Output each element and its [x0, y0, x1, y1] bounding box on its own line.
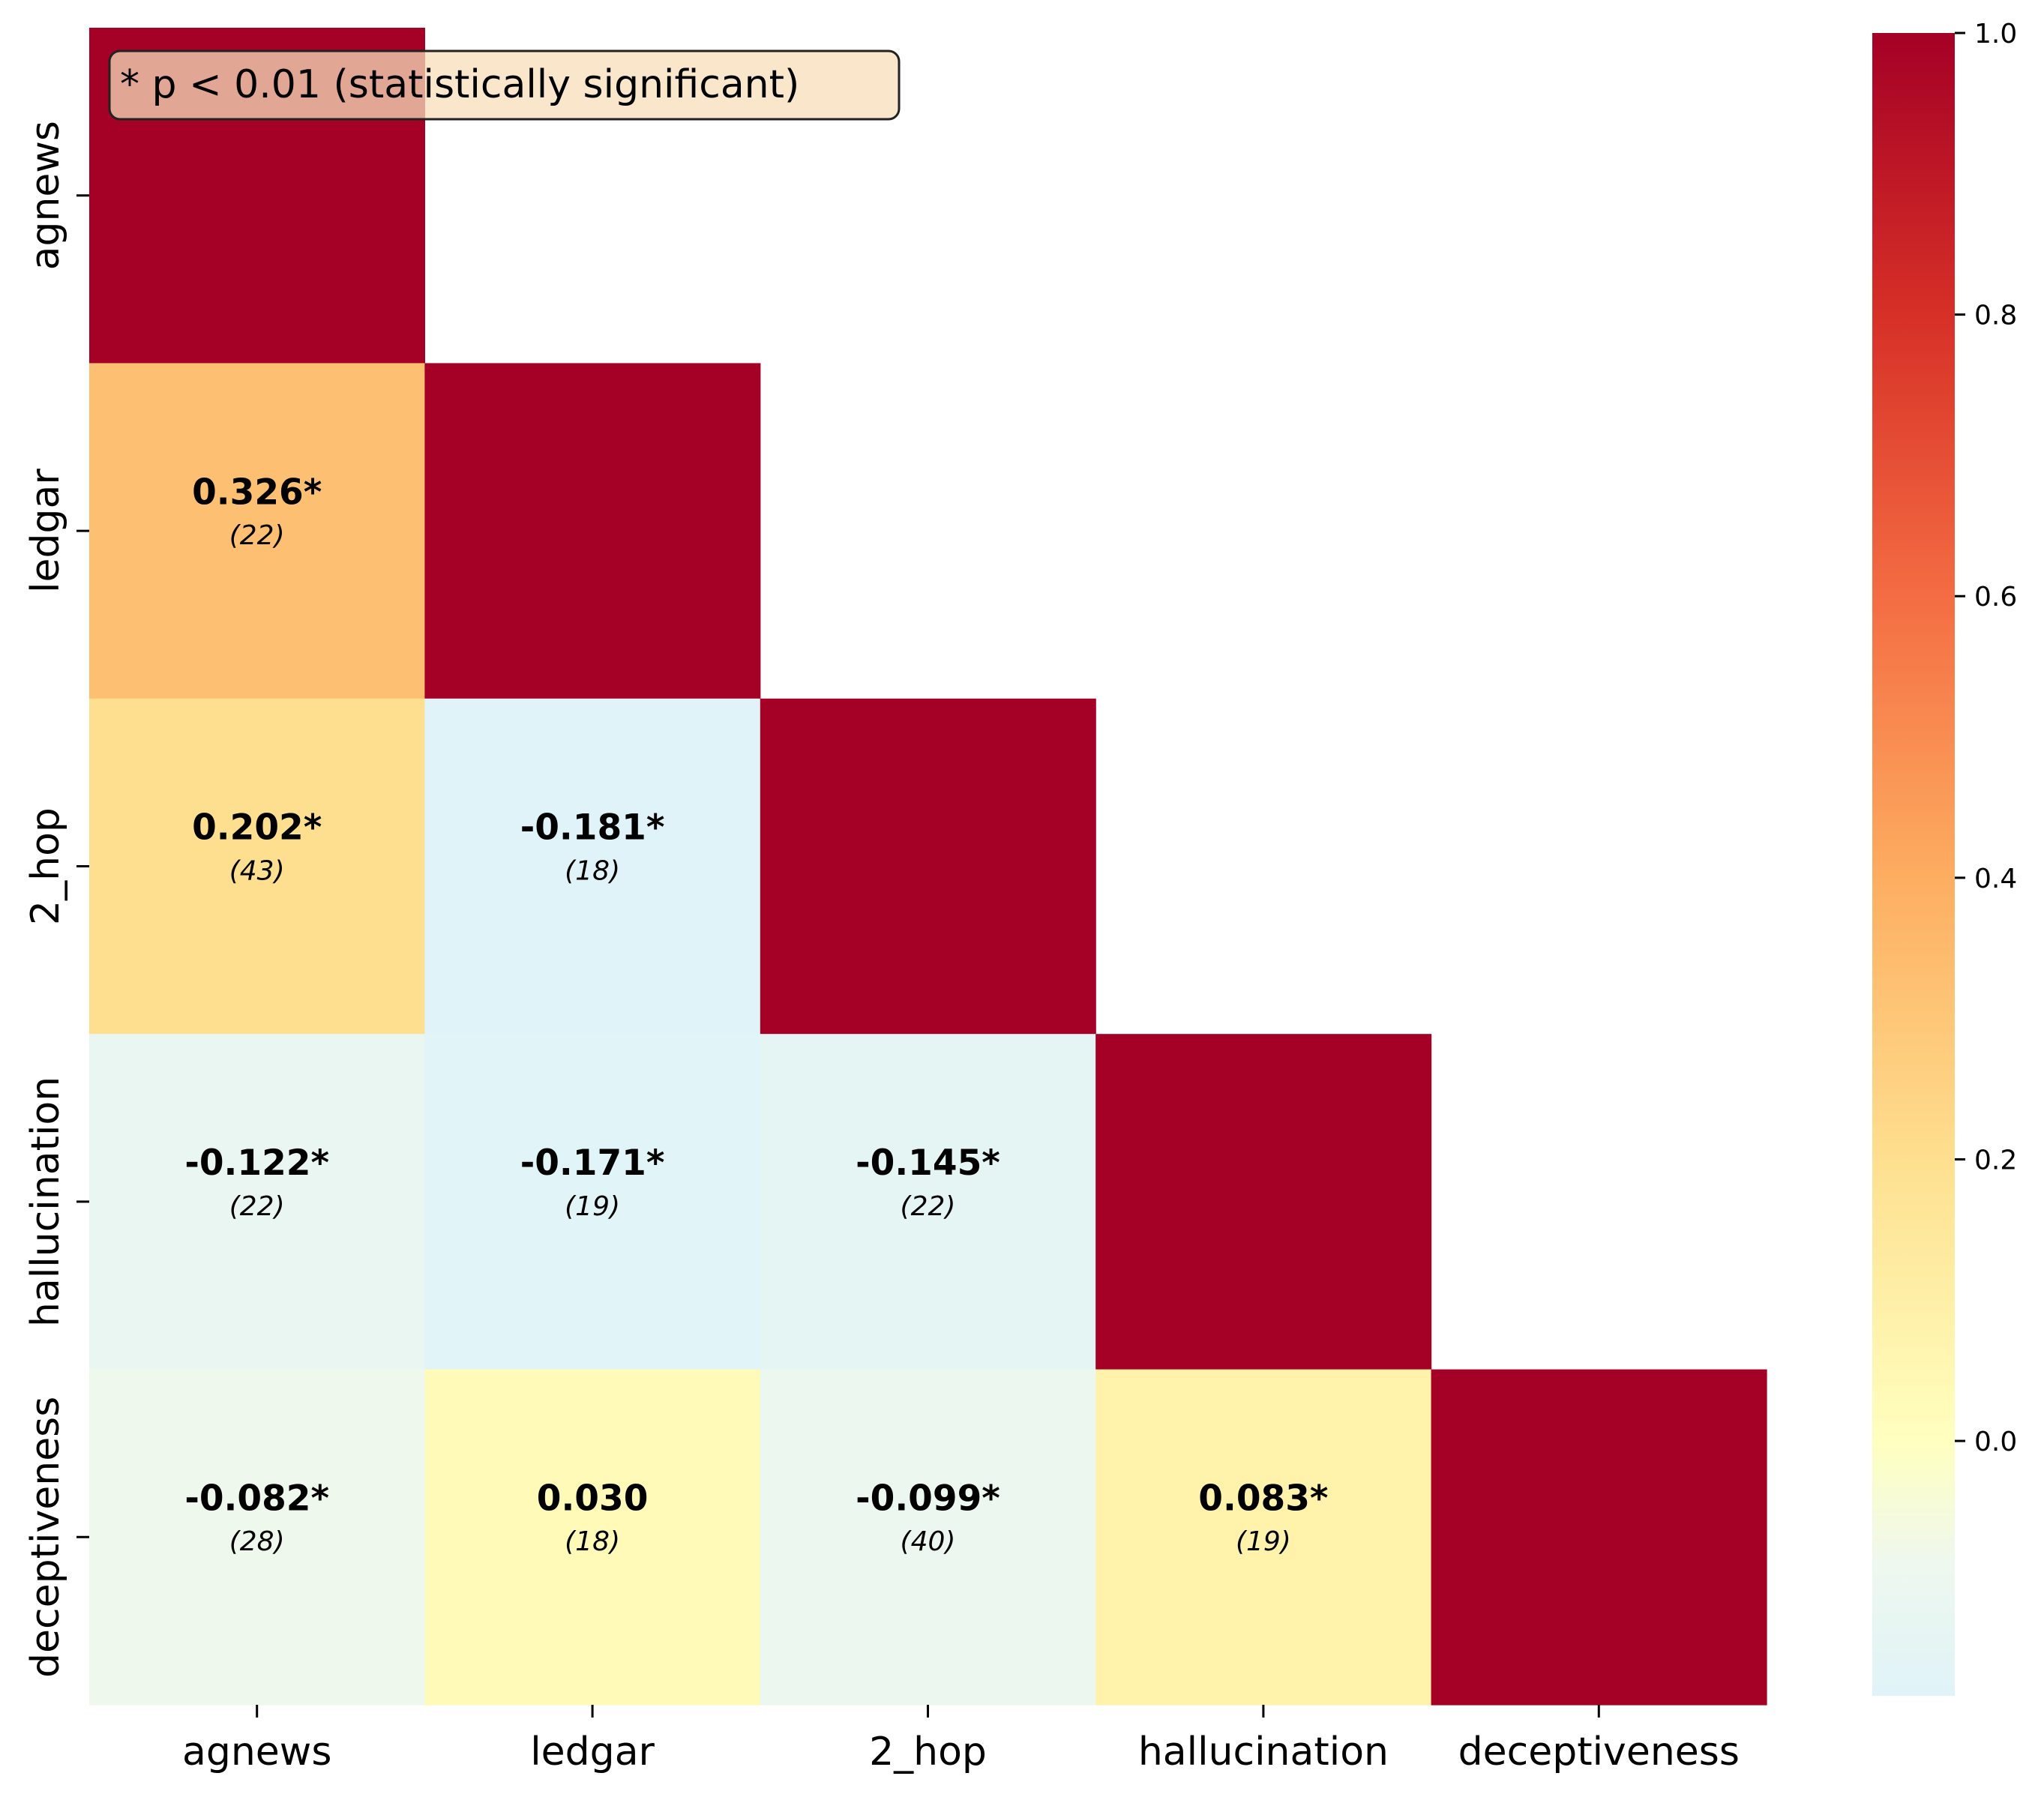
cell-value-label: -0.122* — [184, 1143, 329, 1184]
heatmap-cell-ledgar-ledgar — [424, 363, 761, 699]
cell-count-label: (19) — [565, 1191, 620, 1222]
x-tick-label-2_hop: 2_hop — [869, 1730, 987, 1775]
cell-count-label: (18) — [565, 1526, 620, 1557]
cell-value-label: 0.202* — [192, 807, 322, 849]
x-tick-label-deceptiveness: deceptiveness — [1458, 1730, 1740, 1775]
heatmap-cell-2_hop-ledgar — [424, 698, 761, 1035]
heatmap-cell-deceptiveness-ledgar — [424, 1369, 761, 1706]
cell-value-label: -0.082* — [184, 1478, 329, 1520]
heatmap-cell-hallucination-2_hop — [760, 1034, 1096, 1370]
heatmap-area: 0.326* (22) 0.202* (43) -0.181* (18) -0.122* (2… — [89, 28, 1767, 1706]
x-tick-label-agnews: agnews — [182, 1730, 331, 1775]
heatmap-cell-deceptiveness-deceptiveness — [1431, 1369, 1767, 1706]
heatmap-cell-hallucination-hallucination — [1095, 1034, 1432, 1370]
cell-value-label: -0.099* — [856, 1478, 1000, 1520]
cell-value-label: -0.171* — [520, 1143, 665, 1184]
y-tick-label-ledgar: ledgar — [23, 469, 68, 593]
cell-count-label: (43) — [229, 855, 285, 886]
colorbar-tick-label: 1.0 — [1974, 19, 2017, 49]
significance-note: * p < 0.01 (statistically significant) — [108, 49, 901, 121]
cell-count-label: (40) — [901, 1526, 956, 1557]
cell-value-label: -0.181* — [520, 807, 665, 849]
cell-value-label: 0.083* — [1198, 1478, 1328, 1520]
colorbar-tick-label: 0.2 — [1974, 1145, 2017, 1176]
significance-note-box — [108, 49, 901, 121]
heatmap-cell-deceptiveness-hallucination — [1095, 1369, 1432, 1706]
y-tick-label-2_hop: 2_hop — [23, 807, 68, 925]
x-tick-label-hallucination: hallucination — [1138, 1730, 1389, 1775]
significance-note-text: * p < 0.01 (statistically significant) — [120, 62, 799, 107]
heatmap-axes: agnewsagnewsledgarledgar2_hop2_hophalluc… — [23, 121, 1740, 1775]
colorbar-tick-label: 0.6 — [1974, 582, 2017, 612]
cell-count-label: (22) — [901, 1191, 956, 1222]
cell-count-label: (28) — [229, 1526, 285, 1557]
heatmap-cell-deceptiveness-agnews — [89, 1369, 425, 1706]
colorbar: 0.0 0.2 0.4 0.6 0.8 1.0 — [1872, 19, 2017, 1696]
heatmap-cell-2_hop-agnews — [89, 698, 425, 1035]
y-tick-label-hallucination: hallucination — [23, 1077, 68, 1327]
cell-count-label: (18) — [565, 855, 620, 886]
cell-value-label: 0.326* — [192, 472, 322, 513]
colorbar-tick-label: 0.0 — [1974, 1427, 2017, 1457]
colorbar-tick-label: 0.4 — [1974, 864, 2017, 894]
colorbar-gradient — [1872, 33, 1955, 1696]
heatmap-cell-hallucination-agnews — [89, 1034, 425, 1370]
heatmap-cell-deceptiveness-2_hop — [760, 1369, 1096, 1706]
y-tick-label-agnews: agnews — [23, 121, 68, 270]
heatmap-cell-2_hop-2_hop — [760, 698, 1096, 1035]
cell-value-label: -0.145* — [856, 1143, 1000, 1184]
x-tick-label-ledgar: ledgar — [530, 1730, 655, 1775]
cell-count-label: (22) — [229, 520, 285, 551]
heatmap-cell-ledgar-agnews — [89, 363, 425, 699]
cell-count-label: (22) — [229, 1191, 285, 1222]
cell-value-label: 0.030 — [537, 1478, 649, 1520]
y-tick-label-deceptiveness: deceptiveness — [23, 1397, 68, 1678]
cell-count-label: (19) — [1236, 1526, 1291, 1557]
colorbar-tick-label: 0.8 — [1974, 301, 2017, 331]
heatmap-cell-hallucination-ledgar — [424, 1034, 761, 1370]
